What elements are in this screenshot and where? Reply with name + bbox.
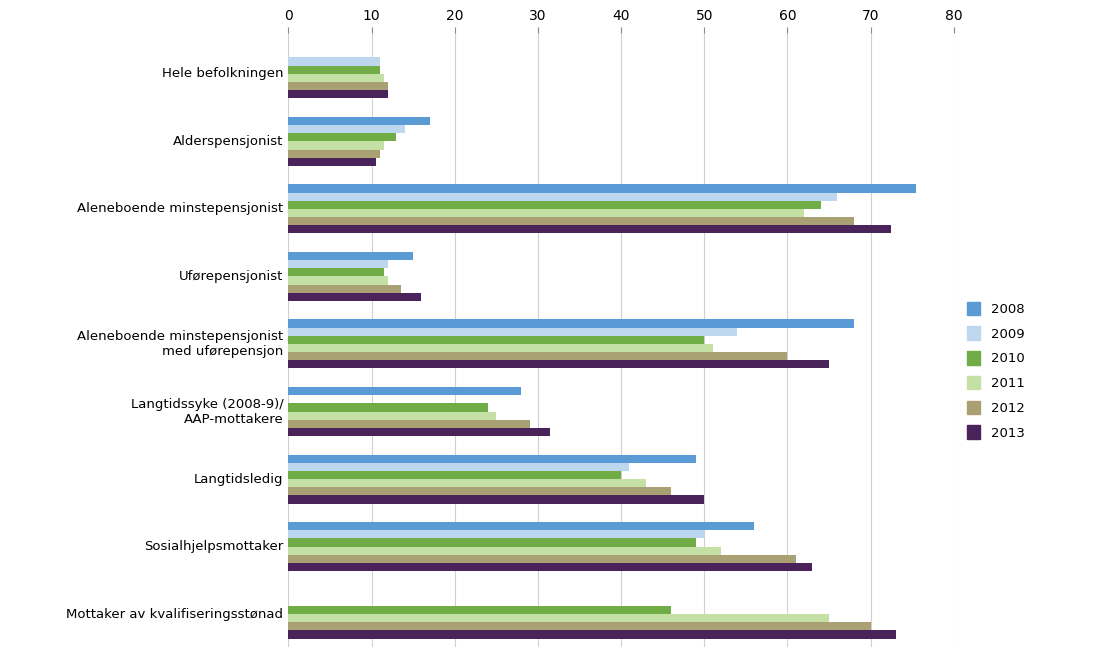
Bar: [288, 133, 397, 141]
Bar: [288, 496, 704, 504]
Bar: [288, 158, 376, 166]
Bar: [288, 471, 621, 479]
Bar: [288, 614, 830, 622]
Bar: [288, 82, 388, 90]
Bar: [288, 387, 521, 395]
Bar: [288, 487, 671, 496]
Bar: [288, 539, 696, 546]
Bar: [288, 336, 704, 344]
Bar: [288, 463, 630, 471]
Bar: [288, 360, 830, 368]
Bar: [288, 141, 384, 150]
Bar: [288, 225, 892, 234]
Bar: [288, 420, 530, 428]
Bar: [288, 217, 854, 225]
Bar: [288, 209, 804, 217]
Bar: [288, 403, 488, 412]
Bar: [288, 352, 787, 360]
Bar: [288, 184, 916, 193]
Bar: [288, 327, 737, 336]
Bar: [288, 455, 696, 463]
Bar: [288, 293, 421, 301]
Bar: [288, 193, 837, 201]
Bar: [288, 319, 854, 327]
Bar: [288, 90, 388, 98]
Bar: [288, 546, 721, 555]
Bar: [288, 344, 712, 352]
Bar: [288, 201, 821, 209]
Bar: [288, 117, 430, 125]
Bar: [288, 150, 379, 158]
Legend: 2008, 2009, 2010, 2011, 2012, 2013: 2008, 2009, 2010, 2011, 2012, 2013: [967, 302, 1025, 440]
Bar: [288, 630, 896, 639]
Bar: [288, 622, 871, 630]
Bar: [288, 428, 550, 436]
Bar: [288, 260, 388, 268]
Bar: [288, 277, 388, 284]
Bar: [288, 522, 754, 530]
Bar: [288, 479, 645, 487]
Bar: [288, 284, 400, 293]
Bar: [288, 606, 671, 614]
Bar: [288, 125, 405, 133]
Bar: [288, 57, 379, 65]
Bar: [288, 530, 704, 539]
Bar: [288, 268, 384, 277]
Bar: [288, 252, 414, 260]
Bar: [288, 65, 379, 74]
Bar: [288, 555, 796, 563]
Bar: [288, 412, 497, 420]
Bar: [288, 74, 384, 82]
Bar: [288, 563, 812, 571]
